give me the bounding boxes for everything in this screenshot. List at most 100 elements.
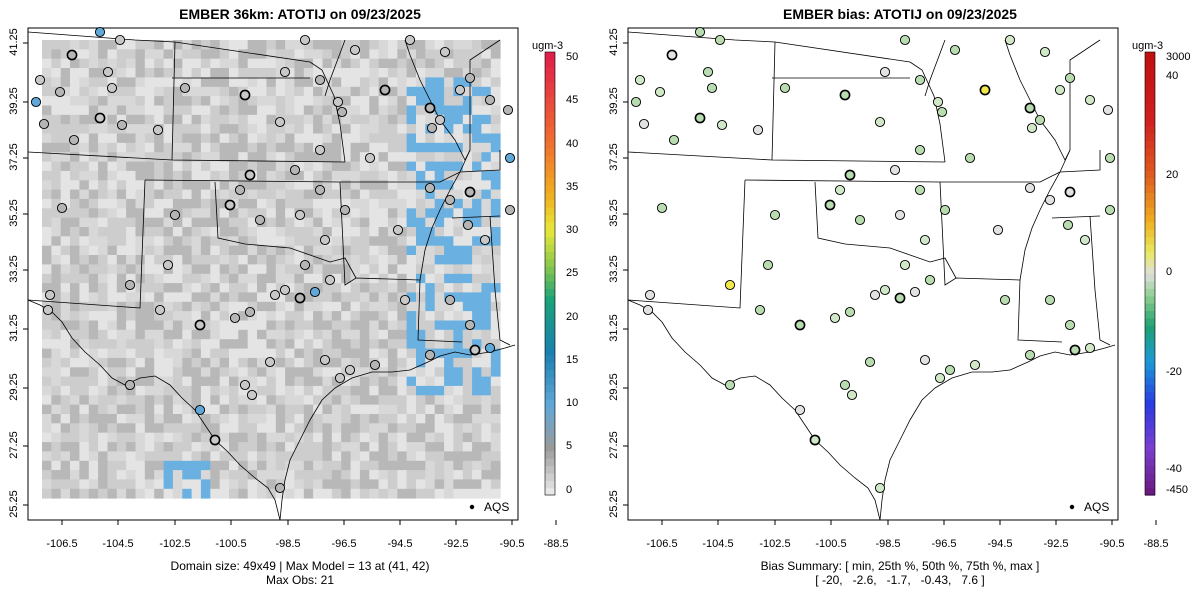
model-grid-cell — [88, 133, 99, 144]
model-grid-cell — [453, 432, 464, 443]
model-grid-cell — [182, 460, 193, 471]
colorbar-segment — [545, 118, 555, 127]
model-grid-cell — [285, 114, 295, 125]
model-grid-cell — [350, 255, 361, 265]
model-grid-cell — [229, 77, 239, 88]
model-grid-cell — [453, 245, 464, 256]
model-grid-cell — [462, 198, 473, 209]
model-grid-cell — [341, 301, 351, 312]
model-grid-cell — [200, 432, 211, 443]
model-grid-cell — [70, 245, 80, 256]
model-grid-cell — [406, 292, 417, 303]
model-grid-cell — [294, 488, 305, 499]
model-grid-cell — [200, 264, 211, 275]
colorbar-segment — [545, 450, 555, 459]
model-grid-cell — [116, 414, 127, 424]
model-grid-cell — [219, 376, 230, 387]
colorbar-segment — [1145, 66, 1155, 75]
model-grid-cell — [126, 329, 136, 340]
model-grid-cell — [172, 292, 183, 303]
model-grid-cell — [229, 264, 239, 275]
model-grid-cell — [200, 273, 211, 284]
model-grid-cell — [210, 189, 221, 200]
model-grid-cell — [191, 255, 202, 265]
model-grid-cell — [472, 301, 482, 312]
model-grid-cell — [42, 208, 52, 219]
model-grid-cell — [107, 58, 118, 69]
model-grid-cell — [79, 357, 90, 368]
model-grid-cell — [313, 255, 323, 265]
model-grid-cell — [472, 292, 482, 303]
model-grid-cell — [397, 329, 408, 340]
model-grid-cell — [481, 339, 492, 349]
model-grid-cell — [144, 442, 155, 452]
model-grid-cell — [322, 488, 333, 499]
model-grid-cell — [247, 432, 258, 443]
model-grid-cell — [462, 339, 473, 349]
model-grid-cell — [425, 432, 436, 443]
model-grid-cell — [275, 488, 286, 499]
model-grid-cell — [397, 236, 408, 247]
model-grid-cell — [359, 320, 370, 331]
model-grid-cell — [42, 357, 52, 368]
model-grid-cell — [126, 264, 136, 275]
model-grid-cell — [238, 385, 249, 396]
aqs-station-marker — [779, 82, 791, 94]
aqs-station-marker — [464, 186, 476, 198]
model-grid-cell — [453, 58, 464, 69]
model-grid-cell — [191, 414, 202, 424]
model-grid-cell — [219, 180, 230, 191]
model-grid-cell — [70, 180, 80, 191]
model-grid-cell — [416, 96, 426, 106]
aqs-station-marker — [106, 82, 118, 94]
model-grid-cell — [163, 470, 174, 480]
model-grid-cell — [285, 255, 295, 265]
aqs-legend-dot — [1069, 504, 1075, 510]
aqs-station-marker — [44, 289, 56, 301]
model-grid-cell — [70, 329, 80, 340]
model-grid-cell — [42, 432, 52, 443]
model-grid-cell — [275, 255, 286, 265]
model-grid-cell — [126, 423, 136, 434]
model-grid-cell — [378, 479, 389, 490]
colorbar-segment — [1145, 162, 1155, 171]
model-grid-cell — [98, 198, 108, 209]
model-grid-cell — [462, 311, 473, 321]
model-grid-cell — [341, 198, 351, 209]
model-grid-cell — [369, 395, 380, 406]
model-grid-cell — [88, 124, 99, 134]
model-grid-cell — [472, 40, 482, 50]
model-grid-cell — [285, 292, 295, 303]
model-grid-cell — [397, 142, 408, 153]
model-grid-cell — [387, 170, 398, 181]
model-grid-cell — [172, 395, 183, 406]
model-grid-cell — [472, 142, 482, 153]
model-grid-cell — [378, 96, 389, 106]
model-grid-cell — [257, 68, 267, 78]
model-grid-cell — [341, 273, 351, 284]
model-grid-cell — [378, 451, 389, 462]
model-grid-cell — [453, 404, 464, 415]
model-grid-cell — [490, 264, 501, 275]
colorbar-segment — [1145, 266, 1155, 275]
model-grid-cell — [210, 470, 221, 480]
model-grid-cell — [191, 470, 202, 480]
model-grid-cell — [154, 133, 164, 144]
model-grid-cell — [387, 320, 398, 331]
colorbar-segment — [545, 148, 555, 156]
model-grid-cell — [182, 105, 193, 116]
model-grid-cell — [387, 357, 398, 368]
model-grid-cell — [378, 488, 389, 499]
model-grid-cell — [472, 488, 482, 499]
colorbar-segment — [1145, 59, 1155, 68]
model-grid-cell — [88, 96, 99, 106]
model-grid-cell — [182, 414, 193, 424]
model-grid-cell — [51, 301, 62, 312]
model-grid-cell — [79, 40, 90, 50]
model-grid-cell — [107, 189, 118, 200]
model-grid-cell — [416, 245, 426, 256]
model-grid-cell — [275, 96, 286, 106]
colorbar-segment — [545, 74, 555, 83]
aqs-station-marker — [752, 124, 764, 136]
model-grid-cell — [453, 451, 464, 462]
